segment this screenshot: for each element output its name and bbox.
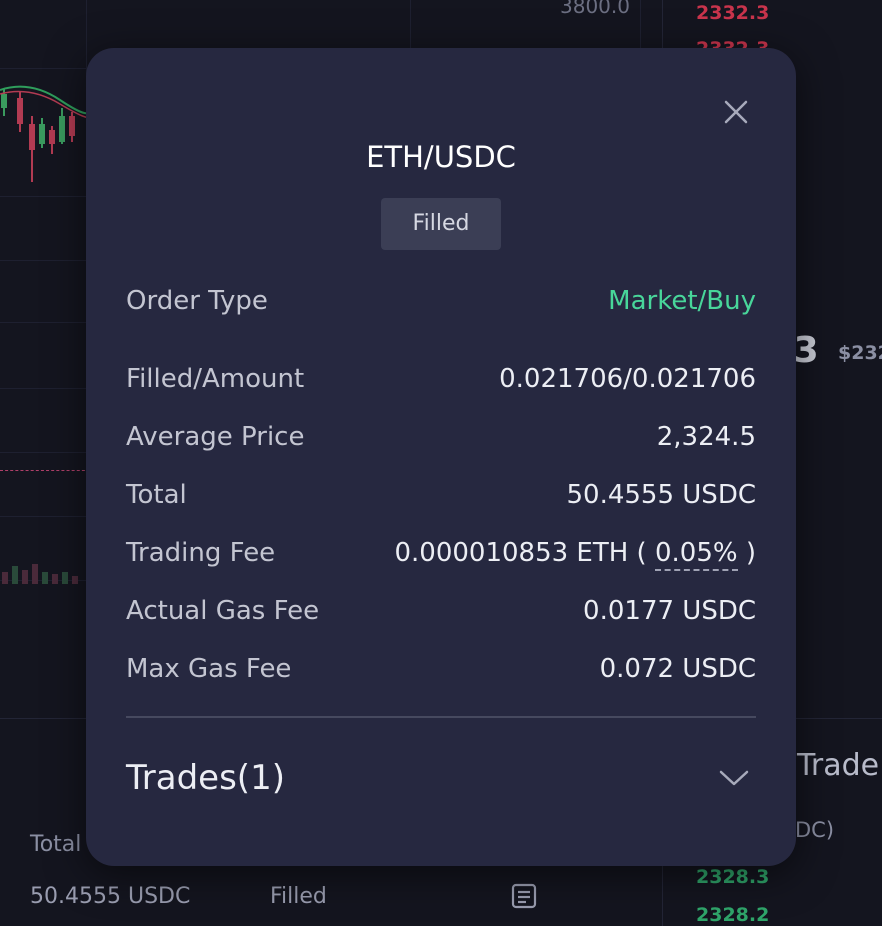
detail-value: 0.000010853 ETH ( 0.05% ) [394,538,756,571]
market-trades-heading: Trade [797,748,880,783]
detail-row-total: Total 50.4555 USDC [126,480,756,520]
detail-row-actual-gas-fee: Actual Gas Fee 0.0177 USDC [126,596,756,636]
fee-rate-tooltip[interactable]: 0.05% [654,538,738,571]
order-details-modal: ETH/USDC Filled Order Type Market/Buy Fi… [86,48,796,866]
detail-label: Average Price [126,422,305,452]
detail-label: Filled/Amount [126,364,305,394]
orders-cell-status: Filled [270,884,327,909]
price-axis-label: 3800.0 [560,0,630,18]
candle [49,130,55,144]
volume-bar [2,572,8,584]
chevron-down-icon[interactable] [718,768,750,788]
trades-accordion[interactable]: Trades(1) [126,754,756,806]
status-badge: Filled [381,198,501,250]
volume-bar [22,570,28,584]
candle [69,116,75,136]
candle [59,116,65,142]
detail-label: Trading Fee [126,538,276,568]
orderbook-bid-price[interactable]: 2328.2 [696,904,770,926]
detail-value: 0.0177 USDC [583,596,756,626]
moving-average-line [0,85,90,119]
orders-column-total: Total [30,832,82,857]
detail-value: 2,324.5 [656,422,756,452]
detail-label: Actual Gas Fee [126,596,320,626]
volume-bar [42,572,48,584]
volume-bar [52,574,58,584]
market-trades-unit: DC) [795,818,835,842]
detail-value: 50.4555 USDC [566,480,757,510]
volume-bar [62,572,68,584]
detail-label: Max Gas Fee [126,654,292,684]
orderbook-ask-price[interactable]: 2332.3 [696,2,770,24]
candle [1,94,7,108]
fee-close-paren: ) [737,538,756,568]
detail-row-trading-fee: Trading Fee 0.000010853 ETH ( 0.05% ) [126,538,756,578]
detail-row-average-price: Average Price 2,324.5 [126,422,756,462]
candle [29,124,35,150]
fee-amount: 0.000010853 ETH ( [394,538,655,568]
modal-title: ETH/USDC [366,140,516,174]
detail-row-filled-amount: Filled/Amount 0.021706/0.021706 [126,364,756,404]
volume-bar [12,566,18,584]
trades-accordion-label: Trades(1) [126,758,285,798]
section-divider [126,716,756,718]
detail-value: Market/Buy [608,286,756,316]
detail-value: 0.021706/0.021706 [499,364,756,394]
last-price-usd: $232 [838,342,882,364]
close-icon[interactable] [720,96,752,128]
detail-label: Total [126,480,187,510]
document-icon[interactable] [510,882,538,910]
price-line [0,470,90,471]
detail-value: 0.072 USDC [599,654,756,684]
detail-row-max-gas-fee: Max Gas Fee 0.072 USDC [126,654,756,694]
volume-bar [72,576,78,584]
orderbook-bid-price[interactable]: 2328.3 [696,866,770,888]
candle [39,124,45,144]
orders-cell-total: 50.4555 USDC [30,884,191,909]
detail-label: Order Type [126,286,268,316]
candle [17,98,23,124]
volume-bar [32,564,38,584]
detail-row-order-type: Order Type Market/Buy [126,286,756,326]
